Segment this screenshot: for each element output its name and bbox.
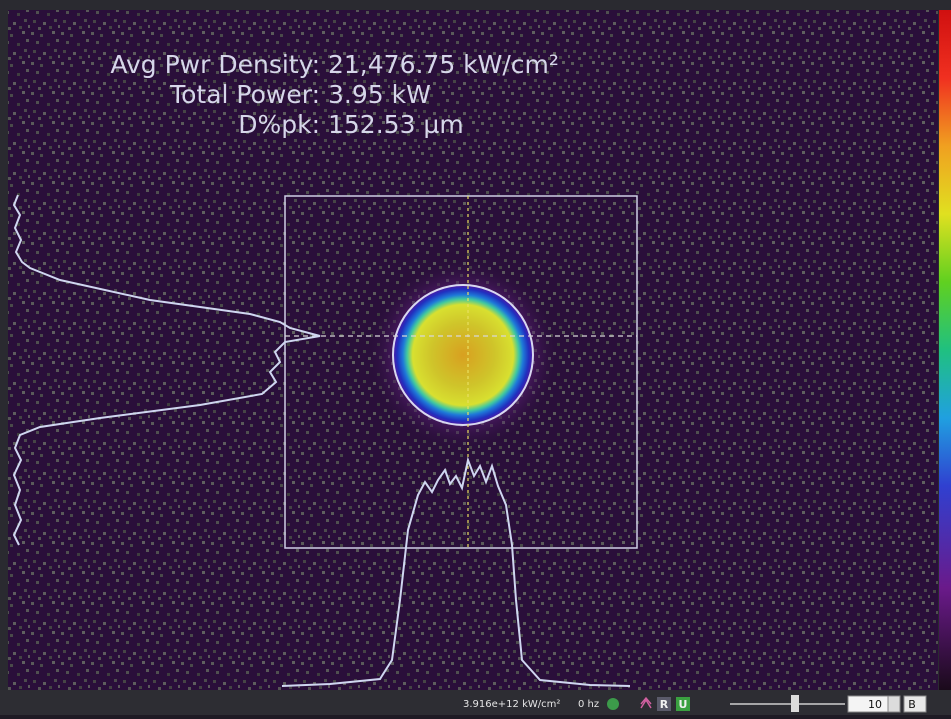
r-button-label[interactable]: R bbox=[660, 698, 669, 711]
readout-label: D%pk: bbox=[238, 110, 320, 139]
frame-rate: 0 hz bbox=[578, 699, 599, 710]
zoom-slider-thumb[interactable] bbox=[791, 695, 799, 712]
zoom-spinner[interactable] bbox=[888, 696, 900, 712]
peak-readout: 3.916e+12 kW/cm² bbox=[463, 699, 560, 710]
readout-value: 152.53 µm bbox=[328, 110, 464, 139]
readout-value: 3.95 kW bbox=[328, 80, 431, 109]
refresh-icon[interactable] bbox=[607, 698, 619, 710]
readout-label: Total Power: bbox=[169, 80, 320, 109]
u-button-label[interactable]: U bbox=[679, 698, 688, 711]
mode-value[interactable]: B bbox=[908, 698, 916, 711]
zoom-value[interactable]: 10 bbox=[868, 698, 882, 711]
readout-label: Avg Pwr Density: bbox=[110, 50, 320, 79]
readout-value: 21,476.75 kW/cm² bbox=[328, 50, 559, 79]
beam-profiler: Avg Pwr Density: 21,476.75 kW/cm² Total … bbox=[0, 0, 951, 715]
color-scale bbox=[939, 10, 951, 690]
